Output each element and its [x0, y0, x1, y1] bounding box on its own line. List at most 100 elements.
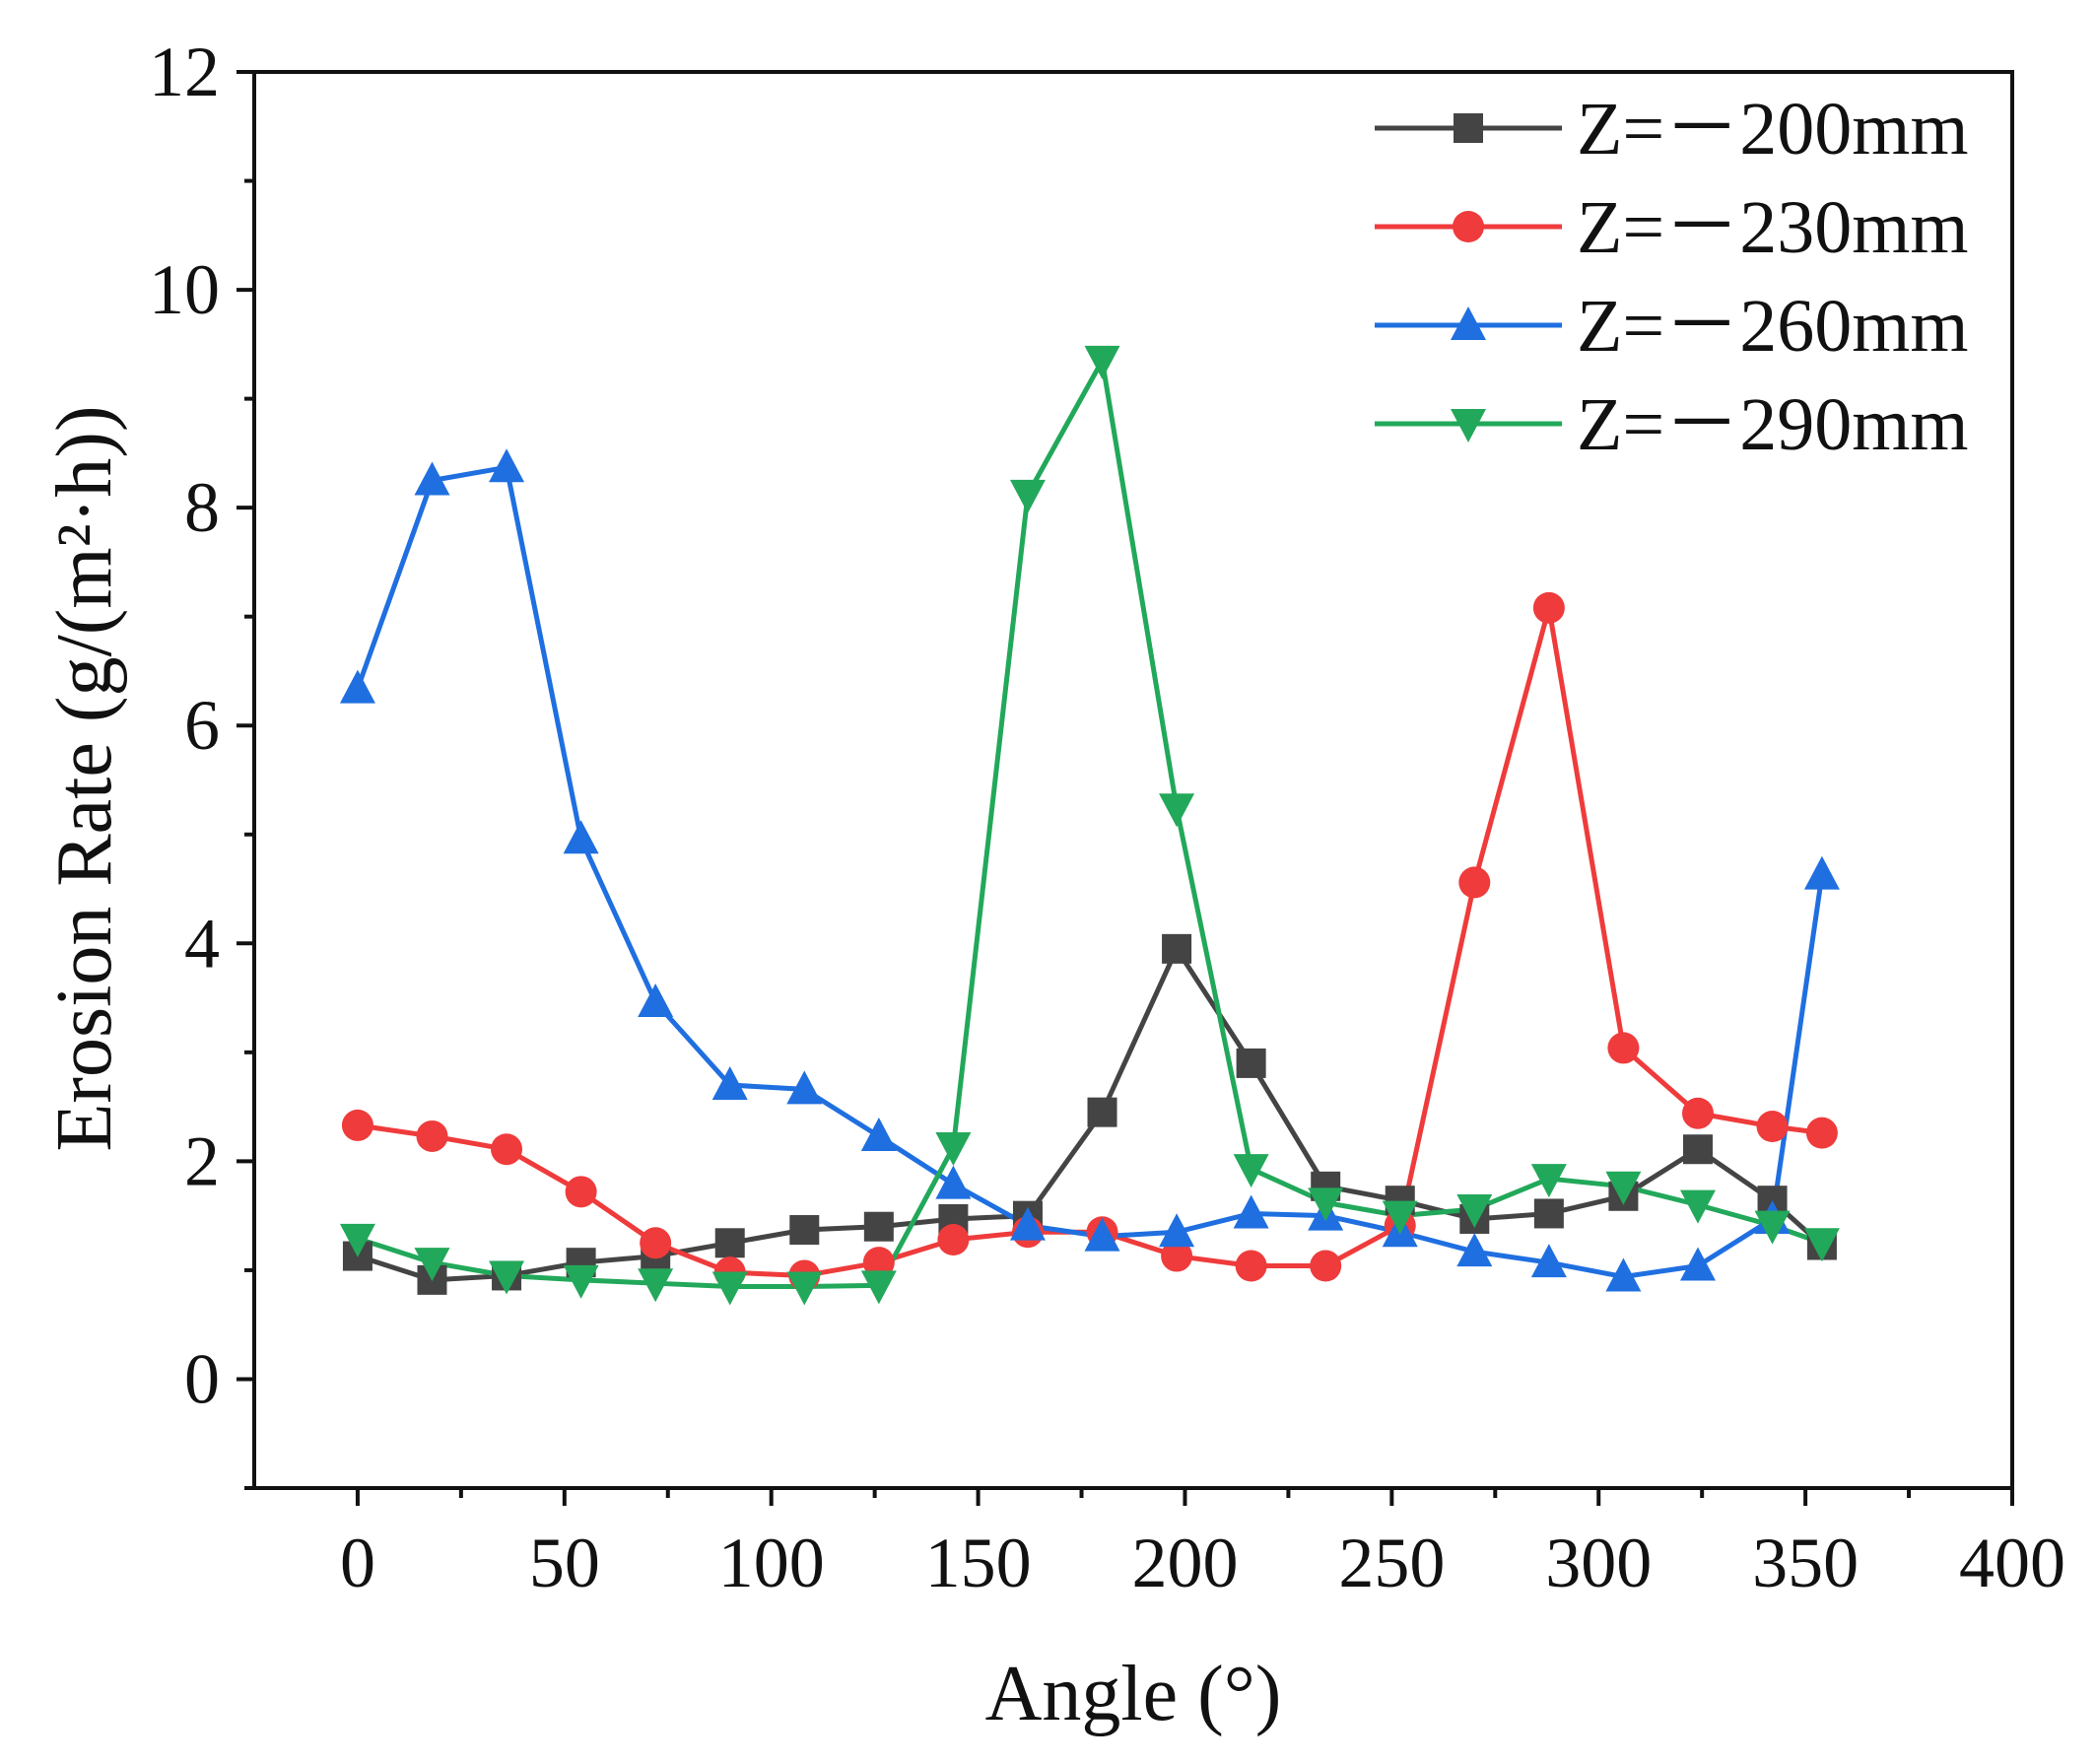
data-point — [1803, 1228, 1840, 1262]
data-point — [937, 1223, 970, 1255]
data-point — [1162, 933, 1192, 964]
legend-marker — [1453, 211, 1484, 242]
data-point — [1382, 1200, 1418, 1235]
legend-marker — [1454, 113, 1483, 143]
data-point — [935, 1132, 972, 1167]
data-point — [1233, 1194, 1269, 1229]
x-axis-label: Angle (°) — [985, 1651, 1282, 1737]
data-point — [711, 1271, 748, 1306]
data-point — [1605, 1257, 1642, 1292]
data-point — [1084, 345, 1120, 379]
data-point — [1236, 1048, 1266, 1078]
series-markers-2 — [339, 448, 1840, 1292]
data-point — [339, 669, 375, 704]
data-point — [1532, 591, 1565, 624]
data-point — [1084, 1217, 1120, 1252]
data-point — [489, 448, 525, 483]
series-1 — [357, 605, 1823, 1278]
data-point — [489, 1260, 525, 1295]
data-point — [1087, 1097, 1117, 1127]
x-tick-label: 0 — [340, 1524, 375, 1602]
legend-label: Z=－200mm — [1577, 88, 1969, 170]
legend: Z=－200mm Z=－230mm Z=－260mm Z=－290mm — [1375, 88, 1969, 466]
data-point — [1607, 1032, 1640, 1064]
series-line — [357, 605, 1823, 1278]
data-point — [339, 1223, 375, 1257]
legend-label: Z=－230mm — [1577, 186, 1969, 269]
data-point — [1456, 1233, 1493, 1267]
data-point — [789, 1215, 820, 1246]
data-point — [1681, 1097, 1714, 1129]
data-point — [1458, 866, 1491, 899]
data-point — [714, 1228, 745, 1258]
data-point — [1754, 1210, 1791, 1245]
data-point — [862, 1247, 895, 1279]
data-point — [638, 983, 674, 1017]
data-point — [1682, 1134, 1713, 1165]
data-point — [786, 1271, 823, 1306]
data-point — [860, 1270, 897, 1305]
data-point — [1159, 1213, 1195, 1248]
y-tick-label: 10 — [149, 250, 220, 329]
x-tick-label: 250 — [1338, 1524, 1445, 1602]
data-point — [1308, 1187, 1344, 1222]
data-point — [565, 1176, 597, 1208]
data-point — [935, 1165, 972, 1199]
data-point — [1803, 855, 1840, 890]
data-point — [1756, 1111, 1789, 1143]
data-point — [1161, 1240, 1193, 1272]
x-tick-label: 150 — [925, 1524, 1032, 1602]
x-tick-label: 50 — [529, 1524, 600, 1602]
data-point — [1310, 1250, 1342, 1282]
data-point — [563, 820, 599, 854]
data-point — [341, 1109, 373, 1141]
legend-label: Z=－290mm — [1577, 383, 1969, 466]
plot-frame — [252, 70, 2014, 1490]
x-tick-label: 350 — [1752, 1524, 1859, 1602]
data-point — [711, 1066, 748, 1101]
axes: 0 50 100 150 200 250 300 350 400 0 2 4 6 8 10 12 — [149, 33, 2065, 1602]
legend-label: Z=－260mm — [1577, 285, 1969, 368]
y-tick-label: 12 — [149, 33, 220, 111]
legend-marker — [1451, 306, 1486, 340]
legend-marker — [1451, 409, 1486, 442]
data-point — [414, 1248, 450, 1282]
data-point — [1159, 793, 1195, 828]
y-tick-label: 0 — [184, 1339, 220, 1418]
x-tick-label: 100 — [718, 1524, 825, 1602]
data-point — [1533, 1198, 1564, 1229]
x-tick-label: 200 — [1131, 1524, 1238, 1602]
data-point — [1009, 1206, 1046, 1241]
data-point — [1456, 1194, 1493, 1229]
plot-marks — [339, 345, 1840, 1306]
data-point — [863, 1211, 894, 1242]
x-tick-label: 300 — [1545, 1524, 1652, 1602]
y-tick-label: 2 — [184, 1121, 220, 1200]
data-point — [638, 1268, 674, 1303]
data-point — [1233, 1154, 1269, 1188]
data-point — [1530, 1244, 1567, 1278]
y-tick-label: 8 — [184, 468, 220, 547]
series-markers-3 — [339, 345, 1840, 1306]
data-point — [1605, 1171, 1642, 1205]
series-line — [355, 464, 1825, 1280]
data-point — [491, 1133, 523, 1166]
y-tick-label: 6 — [184, 686, 220, 765]
data-point — [1805, 1117, 1838, 1149]
data-point — [1679, 1189, 1716, 1224]
data-point — [1235, 1250, 1267, 1282]
y-tick-label: 4 — [184, 904, 220, 983]
data-point — [860, 1117, 897, 1151]
x-tick-label: 400 — [1959, 1524, 2065, 1602]
data-point — [640, 1227, 672, 1259]
data-point — [1530, 1164, 1567, 1198]
y-axis-label: Erosion Rate (g/(m²·h)) — [41, 405, 128, 1151]
data-point — [786, 1070, 823, 1105]
data-point — [416, 1119, 448, 1152]
data-point — [414, 461, 450, 496]
data-point — [1009, 479, 1046, 513]
series-2 — [355, 464, 1825, 1280]
data-point — [563, 1264, 599, 1299]
data-point — [1679, 1247, 1716, 1281]
